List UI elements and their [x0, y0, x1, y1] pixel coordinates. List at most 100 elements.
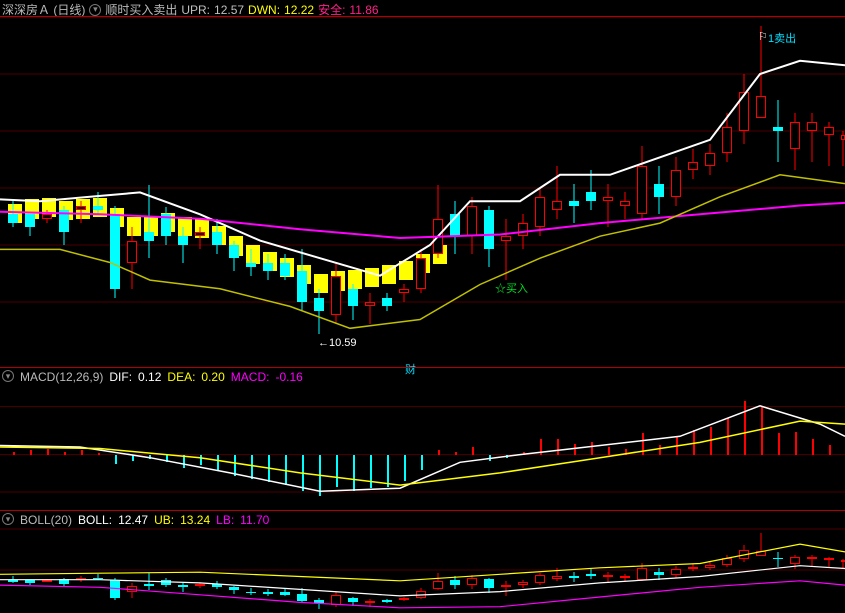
candle — [450, 17, 460, 359]
macd-bar — [183, 455, 185, 469]
macd-bar — [336, 455, 338, 487]
macd-bar — [234, 455, 236, 476]
macd-bar — [608, 447, 610, 455]
candle — [8, 17, 18, 359]
candle — [144, 17, 154, 359]
boll-header: ▾ BOLL(20) BOLL: 12.47 UB: 13.24 LB: 11.… — [2, 513, 269, 527]
dif-label: DIF: — [109, 370, 132, 384]
candle — [518, 17, 528, 359]
candle — [535, 17, 545, 359]
candle — [25, 17, 35, 359]
dif-value: 0.12 — [138, 370, 161, 384]
macd-bar — [676, 436, 678, 454]
candle — [637, 17, 647, 359]
dwn-label: DWN: — [248, 3, 280, 17]
boll-panel[interactable]: ▾ BOLL(20) BOLL: 12.47 UB: 13.24 LB: 11.… — [0, 510, 845, 610]
macd-bar — [812, 439, 814, 454]
macd-bar — [30, 450, 32, 455]
candle — [178, 17, 188, 359]
macd-bar — [81, 450, 83, 455]
chev-icon[interactable]: ▾ — [89, 4, 101, 16]
candle — [773, 17, 783, 359]
candle — [59, 17, 69, 359]
macd-label: MACD: — [231, 370, 270, 384]
candle — [195, 17, 205, 359]
boll-lb-label: LB: — [216, 513, 234, 527]
boll-ub-label: UB: — [154, 513, 174, 527]
candle — [280, 17, 290, 359]
candle — [501, 17, 511, 359]
macd-bar — [761, 406, 763, 455]
macd-bar — [727, 418, 729, 455]
macd-bar — [455, 452, 457, 455]
candle — [246, 17, 256, 359]
macd-panel[interactable]: ▾ MACD(12,26,9) DIF: 0.12 DEA: 0.20 MACD… — [0, 367, 845, 507]
macd-bar — [489, 455, 491, 461]
candle — [552, 17, 562, 359]
upr-value: 12.57 — [214, 3, 244, 17]
macd-bar — [319, 455, 321, 496]
candle — [382, 17, 392, 359]
candle — [314, 17, 324, 359]
macd-bar — [693, 430, 695, 454]
dea-label: DEA: — [167, 370, 195, 384]
candle — [620, 17, 630, 359]
macd-bar — [115, 455, 117, 464]
candle — [807, 17, 817, 359]
dwn-value: 12.22 — [284, 3, 314, 17]
macd-bar — [200, 455, 202, 466]
candle — [688, 17, 698, 359]
main-chart-panel[interactable]: ←10.59☆买入1卖出⚐财 — [0, 16, 845, 358]
macd-bar — [217, 455, 219, 470]
macd-bar — [98, 453, 100, 455]
candle — [824, 17, 834, 359]
macd-bar — [268, 455, 270, 482]
candle — [790, 17, 800, 359]
candle — [586, 17, 596, 359]
candle — [433, 17, 443, 359]
macd-bar — [421, 455, 423, 470]
candle — [331, 17, 341, 359]
chev-icon[interactable]: ▾ — [2, 370, 14, 382]
candle — [297, 17, 307, 359]
candle — [671, 17, 681, 359]
boll-ub-value: 13.24 — [180, 513, 210, 527]
macd-bar — [540, 439, 542, 454]
macd-bar — [132, 455, 134, 461]
macd-bar — [829, 445, 831, 454]
macd-bar — [472, 447, 474, 455]
candle — [42, 17, 52, 359]
candle — [76, 17, 86, 359]
macd-bar — [353, 455, 355, 492]
candle — [739, 17, 749, 359]
candle — [263, 17, 273, 359]
candle — [654, 17, 664, 359]
macd-bar — [13, 452, 15, 455]
boll-title: BOLL(20) — [20, 513, 72, 527]
macd-bar — [557, 439, 559, 454]
upr-label: UPR: — [181, 3, 210, 17]
boll-mid-label: BOLL: — [78, 513, 112, 527]
macd-bar — [302, 455, 304, 492]
macd-title: MACD(12,26,9) — [20, 370, 103, 384]
boll-mid-value: 12.47 — [118, 513, 148, 527]
macd-bar — [404, 455, 406, 481]
candle — [569, 17, 579, 359]
macd-bar — [387, 455, 389, 487]
safe-value: 11.86 — [349, 3, 378, 17]
candle — [484, 17, 494, 359]
macd-bar — [625, 449, 627, 455]
chev-icon[interactable]: ▾ — [2, 513, 14, 525]
candle — [93, 17, 103, 359]
macd-bar — [251, 455, 253, 479]
macd-bar — [642, 433, 644, 454]
macd-bar — [64, 452, 66, 455]
boll-lb-value: 11.70 — [240, 513, 269, 527]
macd-bar — [149, 455, 151, 460]
candle — [229, 17, 239, 359]
macd-bar — [710, 427, 712, 454]
candle — [603, 17, 613, 359]
candle — [722, 17, 732, 359]
macd-bar — [438, 450, 440, 455]
candle — [467, 17, 477, 359]
